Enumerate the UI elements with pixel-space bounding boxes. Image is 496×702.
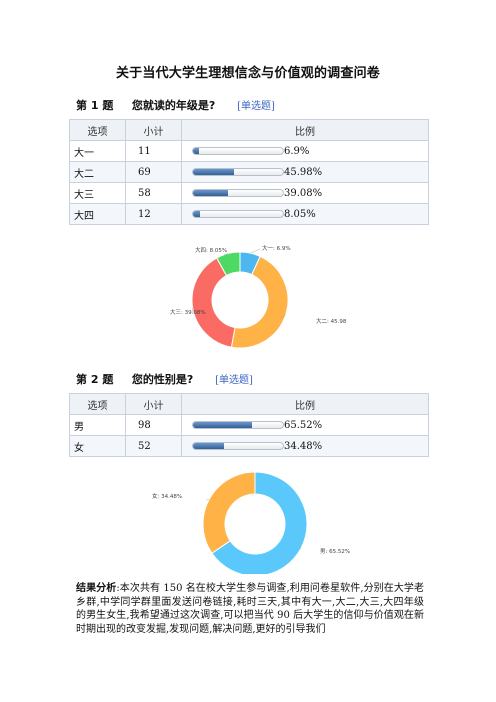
question-1-table: 选项 小计 比例 大一 11 6.9% 大二 69 45.98% 大三 58 39.08% 大四 1…: [69, 119, 429, 225]
ratio-bar-fill: [193, 190, 229, 196]
ratio-bar-fill: [193, 148, 200, 154]
question-1-text: 您就读的年级是?: [131, 99, 216, 112]
q1-chart-leader-line: [223, 253, 229, 256]
ratio-bar-fill: [193, 443, 225, 449]
ratio-percent: 6.9%: [284, 145, 310, 157]
analysis-text: :本次共有 150 名在校大学生参与调查,利用问卷星软件,分别在大学老乡群,中学…: [76, 583, 425, 635]
option-cell: 大二: [69, 161, 126, 183]
ratio-percent: 65.52%: [284, 419, 323, 431]
table-row: 大三 58 39.08%: [69, 182, 429, 204]
header-option: 选项: [69, 393, 126, 415]
question-2-text: 您的性别是?: [131, 373, 194, 386]
table-row: 男 98 65.52%: [69, 414, 429, 436]
ratio-bar: [192, 189, 284, 197]
ratio-bar-fill: [193, 211, 201, 217]
q1-chart-slice-label: 大二: 45.98%: [316, 317, 346, 325]
question-1-number: 第 1 题: [76, 99, 114, 112]
ratio-percent: 45.98%: [284, 166, 323, 178]
ratio-bar: [192, 210, 284, 218]
q2-chart-slice: [202, 471, 256, 554]
ratio-bar: [192, 421, 284, 429]
ratio-percent: 8.05%: [284, 208, 316, 220]
question-2-header: 第 2 题 您的性别是? [单选题]: [76, 371, 253, 387]
table-row: 大一 11 6.9%: [69, 140, 429, 162]
question-1-type: [单选题]: [237, 101, 275, 112]
ratio-cell: 45.98%: [181, 161, 429, 183]
document-title: 关于当代大学生理想信念与价值观的调查问卷: [115, 66, 380, 81]
table-row: 女 52 34.48%: [69, 435, 429, 457]
ratio-cell: 39.08%: [181, 182, 429, 204]
q1-chart-slice: [191, 257, 236, 348]
option-cell: 男: [69, 414, 126, 436]
q1-chart-slice: [216, 251, 241, 277]
table-header-row: 选项 小计 比例: [69, 393, 429, 415]
option-cell: 大三: [69, 182, 126, 204]
count-cell: 98: [125, 414, 182, 436]
option-cell: 大一: [69, 140, 126, 162]
q1-chart-slice-label: 大四: 8.05%: [195, 246, 227, 254]
table-row: 大二 69 45.98%: [69, 161, 429, 183]
q2-chart-slice: [211, 471, 308, 574]
q2-chart-leader-line: [299, 548, 302, 550]
ratio-cell: 65.52%: [181, 414, 429, 436]
count-cell: 12: [125, 203, 182, 225]
table-row: 大四 12 8.05%: [69, 203, 429, 225]
ratio-cell: 6.9%: [181, 140, 429, 162]
ratio-cell: 34.48%: [181, 435, 429, 457]
ratio-percent: 34.48%: [284, 440, 323, 452]
q1-chart-slice-label: 大三: 39.08%: [170, 308, 206, 316]
ratio-cell: 8.05%: [181, 203, 429, 225]
option-cell: 女: [69, 435, 126, 457]
header-count: 小计: [125, 119, 182, 141]
question-1-header: 第 1 题 您就读的年级是? [单选题]: [76, 97, 275, 113]
ratio-bar: [192, 168, 284, 176]
ratio-bar: [192, 147, 284, 155]
count-cell: 69: [125, 161, 182, 183]
ratio-bar-fill: [193, 422, 252, 428]
question-2-number: 第 2 题: [76, 373, 114, 386]
ratio-bar-fill: [193, 169, 235, 175]
ratio-percent: 39.08%: [284, 187, 323, 199]
header-ratio: 比例: [181, 393, 429, 415]
result-analysis: 结果分析:本次共有 150 名在校大学生参与调查,利用问卷星软件,分别在大学老乡…: [76, 582, 424, 636]
q1-chart-leader-line: [191, 307, 193, 314]
q1-chart-leader-line: [250, 248, 261, 254]
ratio-bar: [192, 442, 284, 450]
count-cell: 11: [125, 140, 182, 162]
option-cell: 大四: [69, 203, 126, 225]
table-header-row: 选项 小计 比例: [69, 119, 429, 141]
question-2-donut-chart: 男: 65.52% 女: 34.48%: [152, 471, 350, 574]
q2-chart-slice-label: 女: 34.48%: [152, 492, 182, 500]
header-count: 小计: [125, 393, 182, 415]
analysis-label: 结果分析: [76, 583, 117, 594]
question-1-donut-chart: 大一: 6.9% 大二: 45.98% 大三: 39.08% 大四: 8.05%: [170, 244, 346, 349]
question-2-table: 选项 小计 比例 男 98 65.52% 女 52 34.48%: [69, 393, 429, 457]
q1-chart-slice-label: 大一: 6.9%: [262, 244, 291, 252]
q1-chart-leader-line: [279, 314, 286, 320]
count-cell: 58: [125, 182, 182, 204]
header-ratio: 比例: [181, 119, 429, 141]
q2-chart-slice-label: 男: 65.52%: [320, 548, 350, 555]
header-option: 选项: [69, 119, 126, 141]
question-2-type: [单选题]: [215, 375, 253, 386]
count-cell: 52: [125, 435, 182, 457]
q1-chart-slice: [230, 255, 289, 349]
